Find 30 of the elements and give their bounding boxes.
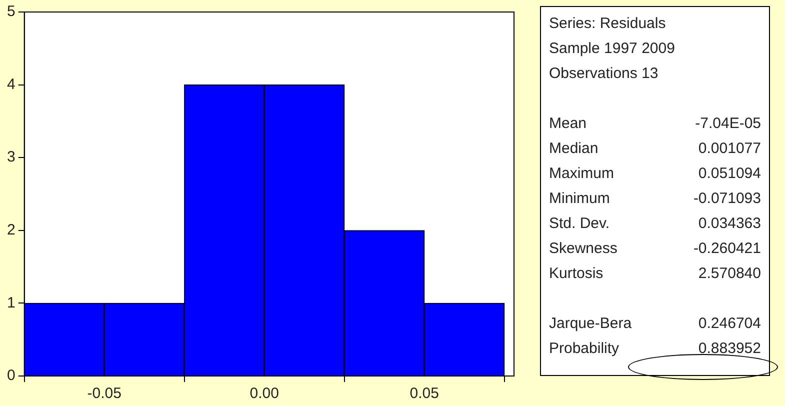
text: 2.570840 <box>698 264 761 284</box>
text: Kurtosis <box>549 264 604 284</box>
text: -0.260421 <box>693 239 761 259</box>
y-tick-label: 4 <box>7 76 16 93</box>
x-tick-label: 0.00 <box>250 385 279 402</box>
text: Skewness <box>549 239 618 259</box>
y-tick-label: 3 <box>7 148 16 166</box>
y-tick-label: 2 <box>7 222 16 239</box>
text: Mean <box>549 114 587 134</box>
text: Median <box>549 139 598 159</box>
text: -7.04E-05 <box>695 114 761 134</box>
text: 0.001077 <box>698 139 761 159</box>
text: 0.051094 <box>698 164 761 184</box>
text: 0.883952 <box>698 339 761 359</box>
text: Probability <box>549 339 620 359</box>
text: Std. Dev. <box>549 214 610 234</box>
y-tick-label: 1 <box>7 294 16 312</box>
text: 0.034363 <box>698 214 761 234</box>
x-tick-label: 0.05 <box>410 385 439 402</box>
text: Jarque-Bera <box>549 314 632 334</box>
y-tick-label: 5 <box>7 3 16 20</box>
text: 0.246704 <box>698 314 761 334</box>
text: Maximum <box>549 164 614 184</box>
x-tick-label: -0.05 <box>87 385 122 402</box>
text: Sample 1997 2009 <box>549 39 676 59</box>
text: Series: Residuals <box>549 14 667 34</box>
y-tick-label: 0 <box>7 367 16 384</box>
text: Observations 13 <box>549 64 660 84</box>
text: -0.071093 <box>693 189 761 209</box>
text: Minimum <box>549 189 610 209</box>
